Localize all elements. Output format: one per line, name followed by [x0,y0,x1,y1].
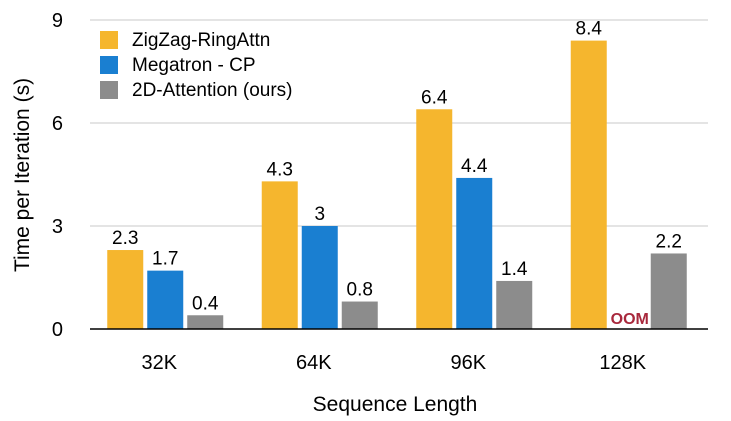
legend-label: ZigZag-RingAttn [132,30,270,51]
y-axis-title: Time per Iteration (s) [11,78,34,272]
y-tick-label: 0 [52,319,63,341]
legend-swatch [100,81,118,99]
data-label: 2.2 [656,231,682,252]
data-label: 0.8 [347,280,373,301]
bar [341,301,378,329]
x-axis-ticks: 32K 64K 96K 128K [141,352,646,374]
data-labels: 2.3 1.7 0.4 4.3 3 0.8 6.4 4.4 1.4 8.4 2.2 [112,19,682,315]
legend-label: 2D-Attention (ours) [132,80,293,101]
y-tick-label: 6 [52,113,63,135]
legend: ZigZag-RingAttn Megatron - CP 2D-Attention… [100,30,293,101]
y-tick-label: 3 [52,216,63,238]
bar [570,40,607,329]
legend-swatch [100,31,118,49]
bar [496,280,533,329]
data-label: 6.4 [421,87,448,108]
y-axis-ticks: 0 3 6 9 [52,10,63,341]
data-label: 4.4 [461,156,488,177]
x-tick-label: 128K [599,352,646,374]
x-tick-label: 64K [296,352,332,374]
bar [147,270,184,329]
data-label: 2.3 [112,228,138,249]
bar [650,253,687,329]
annotations: OOM [611,311,649,328]
x-tick-label: 32K [141,352,177,374]
legend-swatch [100,56,118,74]
bar [301,226,338,329]
bar [187,315,224,329]
x-tick-label: 96K [450,352,486,374]
data-label: 1.7 [152,249,178,270]
x-axis-title: Sequence Length [313,393,478,416]
data-label: 4.3 [267,159,293,180]
bars [107,40,687,330]
oom-annotation: OOM [611,311,649,328]
data-label: 1.4 [501,259,528,280]
bar [107,250,144,329]
data-label: 8.4 [576,19,603,40]
y-tick-label: 9 [52,10,63,32]
bar [261,181,298,329]
legend-label: Megatron - CP [132,55,256,76]
bar [456,177,493,329]
bar [416,109,453,330]
data-label: 3 [314,204,325,225]
data-label: 0.4 [192,293,219,314]
